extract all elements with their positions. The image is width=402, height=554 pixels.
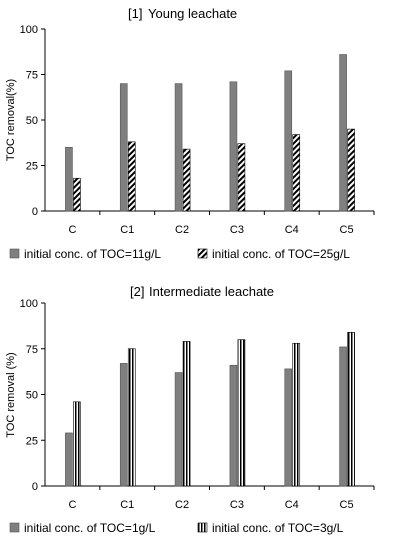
bar-series-2-c5: [347, 331, 355, 487]
bar-series-2-c4: [292, 134, 301, 212]
chart-title: Young leachate: [148, 6, 237, 21]
y-axis-title: TOC removal(%): [5, 79, 17, 161]
x-tick-label: C: [68, 499, 76, 511]
y-tick-label: 75: [26, 70, 38, 82]
legend-label-series-2: initial conc. of TOC=25g/L: [212, 247, 350, 261]
x-tick-label: C1: [120, 499, 134, 511]
legend: initial conc. of TOC=1g/L initial conc. o…: [9, 521, 344, 535]
bar-series-1-c1: [119, 83, 128, 212]
x-tick-label: C4: [285, 224, 299, 236]
legend-swatch-series-1: [9, 522, 20, 533]
bar-series-1-c2: [174, 83, 183, 212]
y-tick-label: 25: [26, 435, 38, 447]
bar-series-2-c1: [127, 348, 136, 487]
y-tick-label: 100: [20, 298, 38, 310]
x-tick-label: C2: [175, 224, 189, 236]
panel-tag: [1]: [128, 6, 142, 21]
x-tick-label: C3: [230, 499, 244, 511]
plot-area: 0 25 50 75 100 C C1 C2 C3 C4 C5: [20, 24, 375, 236]
bar-series-1-c4: [284, 368, 293, 487]
bar-series-1-c4: [284, 70, 293, 212]
chart-panel-young-leachate: [1] Young leachate TOC removal(%) 0 25 50 7…: [5, 6, 375, 261]
y-tick-label: 0: [32, 481, 38, 493]
bar-series-2-c1: [127, 141, 136, 212]
chart-panel-intermediate-leachate: [2] Intermediate leachate TOC removal (%…: [5, 284, 375, 535]
x-tick-label: C5: [340, 499, 354, 511]
bar-series-1-c5: [339, 54, 347, 212]
x-tick-label: C5: [340, 224, 354, 236]
bar-series-1-c3: [229, 364, 238, 487]
bar-series-1-c: [65, 432, 73, 487]
legend-swatch-series-2: [197, 522, 208, 533]
bar-series-2-c2: [182, 148, 191, 212]
y-tick-label: 75: [26, 344, 38, 356]
y-tick-label: 25: [26, 161, 38, 173]
x-tick-label: C1: [120, 224, 134, 236]
bar-series-1-c2: [174, 372, 183, 487]
bar-series-2-c4: [292, 342, 301, 487]
chart-title: Intermediate leachate: [149, 284, 274, 299]
bar-series-2-c2: [182, 341, 191, 487]
bar-series-2-c3: [237, 339, 246, 487]
y-tick-label: 0: [32, 206, 38, 218]
panel-tag: [2]: [130, 284, 144, 299]
x-tick-label: C2: [175, 499, 189, 511]
x-tick-label: C: [68, 224, 76, 236]
y-tick-label: 50: [26, 390, 38, 402]
bar-series-2-c: [73, 401, 81, 487]
bar-series-1-c5: [339, 346, 347, 487]
bar-series-1-c3: [229, 81, 238, 212]
legend-label-series-1: initial conc. of TOC=11g/L: [24, 247, 161, 261]
legend-label-series-1: initial conc. of TOC=1g/L: [24, 521, 156, 535]
bar-series-2-c5: [347, 128, 355, 212]
y-axis-title: TOC removal (%): [5, 352, 17, 437]
y-tick-label: 100: [20, 24, 38, 36]
bar-series-1-c: [65, 147, 73, 212]
bar-series-1-c1: [119, 363, 128, 487]
legend-label-series-2: initial conc. of TOC=3g/L: [212, 521, 344, 535]
legend-swatch-series-1: [9, 248, 20, 259]
x-tick-label: C4: [285, 499, 299, 511]
legend-swatch-series-2: [197, 248, 208, 259]
plot-area: 0 25 50 75 100 C C1 C2 C3 C4 C5: [20, 298, 375, 511]
legend: initial conc. of TOC=11g/L initial conc. …: [9, 247, 350, 261]
y-tick-label: 50: [26, 115, 38, 127]
bar-series-2-c: [73, 177, 81, 212]
x-tick-label: C3: [230, 224, 244, 236]
bar-series-2-c3: [237, 143, 246, 212]
